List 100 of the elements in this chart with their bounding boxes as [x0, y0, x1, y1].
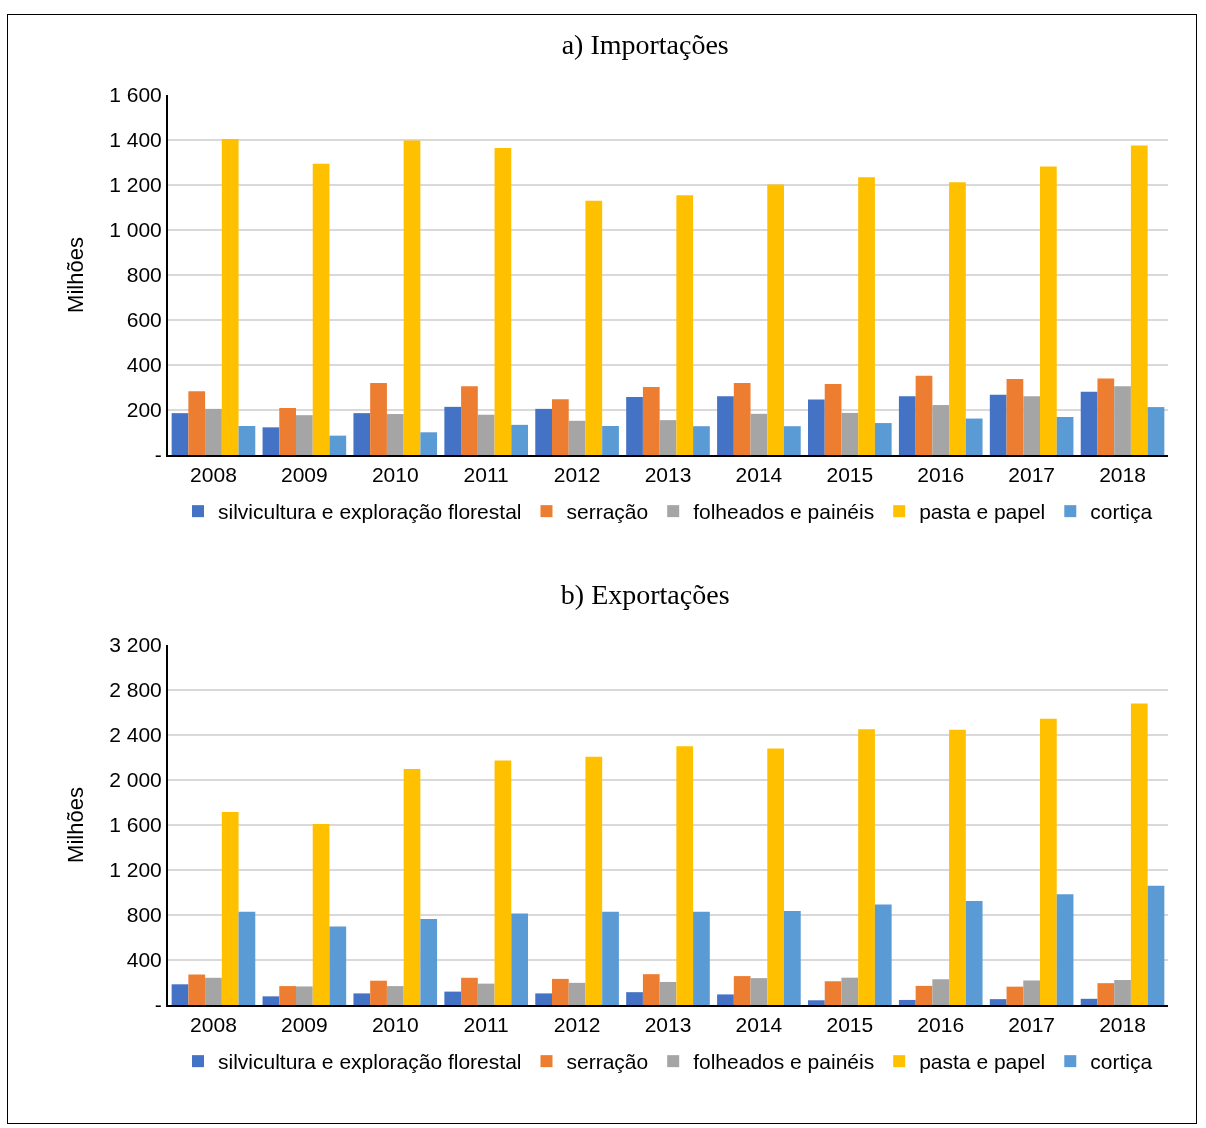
legend-label: serração [566, 1050, 649, 1074]
bar [238, 911, 256, 1005]
x-tick-label: 2011 [463, 463, 509, 487]
bar [279, 986, 296, 1005]
bar [898, 396, 916, 455]
bar [1040, 166, 1057, 455]
bar [932, 405, 950, 455]
bar [494, 760, 512, 1005]
x-tick-label: 2008 [190, 463, 237, 487]
bar [511, 913, 528, 1005]
bar [1080, 998, 1098, 1005]
bar [733, 383, 751, 455]
y-tick-label: 1 600 [109, 813, 162, 837]
bar [717, 396, 734, 455]
y-tick-label: 800 [126, 263, 162, 287]
legend-label: cortiça [1090, 1050, 1153, 1074]
bar [461, 386, 478, 455]
bar [420, 432, 438, 455]
y-tick-label: 3 200 [109, 633, 162, 657]
bar [915, 985, 933, 1005]
bar [659, 981, 677, 1005]
bar [205, 408, 222, 455]
x-tick-label: 2009 [281, 463, 328, 487]
bar [370, 980, 387, 1005]
x-tick-label: 2015 [826, 1013, 874, 1037]
bar [1147, 885, 1165, 1005]
x-tick-label: 2016 [917, 1013, 965, 1037]
bar [750, 413, 768, 455]
bar [642, 974, 660, 1005]
bar [262, 996, 280, 1005]
bar [1080, 391, 1098, 455]
bar [1097, 378, 1115, 455]
x-tick-label: 2014 [735, 463, 783, 487]
bar [238, 425, 256, 455]
x-tick-label: 2018 [1099, 463, 1146, 487]
bar [1056, 416, 1074, 455]
x-tick-label: 2012 [553, 463, 601, 487]
legend-label: folheados e painéis [693, 500, 875, 524]
y-tick-label: 400 [126, 948, 162, 972]
y-tick-label: 1 000 [109, 218, 162, 242]
bar [552, 978, 569, 1005]
bar [676, 195, 694, 455]
bar [1114, 980, 1131, 1005]
bar [642, 387, 660, 455]
y-tick-label: - [154, 443, 162, 467]
bar [1097, 983, 1115, 1005]
x-tick-label: 2014 [735, 1013, 783, 1037]
bar [171, 413, 189, 455]
bar [1023, 980, 1040, 1005]
y-tick-label: 1 600 [109, 83, 162, 107]
bar [188, 391, 206, 455]
bar [784, 911, 801, 1005]
bar [171, 984, 189, 1005]
x-tick-label: 2013 [644, 463, 692, 487]
bar [602, 911, 619, 1005]
bar [205, 977, 222, 1005]
bar [329, 435, 347, 455]
bar [989, 999, 1007, 1005]
bar [535, 408, 552, 455]
bar [808, 399, 825, 455]
bar [511, 424, 528, 455]
y-tick-label: 1 200 [109, 858, 162, 882]
bar [659, 420, 677, 455]
bar [312, 823, 330, 1005]
bar [626, 992, 643, 1005]
bar [824, 981, 842, 1005]
bar [626, 396, 643, 455]
bar [552, 399, 569, 455]
bar [494, 147, 512, 455]
bar [965, 900, 983, 1005]
y-axis-title: Milhões [62, 237, 88, 313]
bar [585, 756, 603, 1005]
bar [329, 926, 347, 1005]
legend-label: pasta e papel [919, 500, 1046, 524]
y-tick-label: 1 400 [109, 128, 162, 152]
bar [461, 977, 478, 1005]
y-axis-title: Milhões [62, 787, 88, 863]
bar [989, 394, 1007, 455]
x-tick-label: 2010 [371, 463, 419, 487]
bar [949, 182, 966, 455]
bar [1130, 703, 1148, 1005]
x-tick-label: 2010 [371, 1013, 419, 1037]
bar [1006, 378, 1024, 455]
y-tick-label: 2 000 [109, 768, 162, 792]
y-tick-label: - [154, 993, 162, 1017]
bar [808, 1000, 825, 1005]
bar [874, 904, 892, 1005]
chart-title: b) Exportações [560, 578, 730, 610]
legend-label: silvicultura e exploração florestal [218, 500, 522, 524]
bar [568, 420, 586, 455]
bar [1006, 986, 1024, 1005]
legend-label: cortiça [1090, 500, 1153, 524]
bar [841, 412, 859, 455]
legend-label: pasta e papel [919, 1050, 1046, 1074]
bar [915, 375, 933, 455]
bar [717, 994, 734, 1005]
bar [262, 427, 280, 455]
bar [676, 746, 694, 1005]
bar [188, 974, 206, 1005]
x-tick-label: 2013 [644, 1013, 692, 1037]
